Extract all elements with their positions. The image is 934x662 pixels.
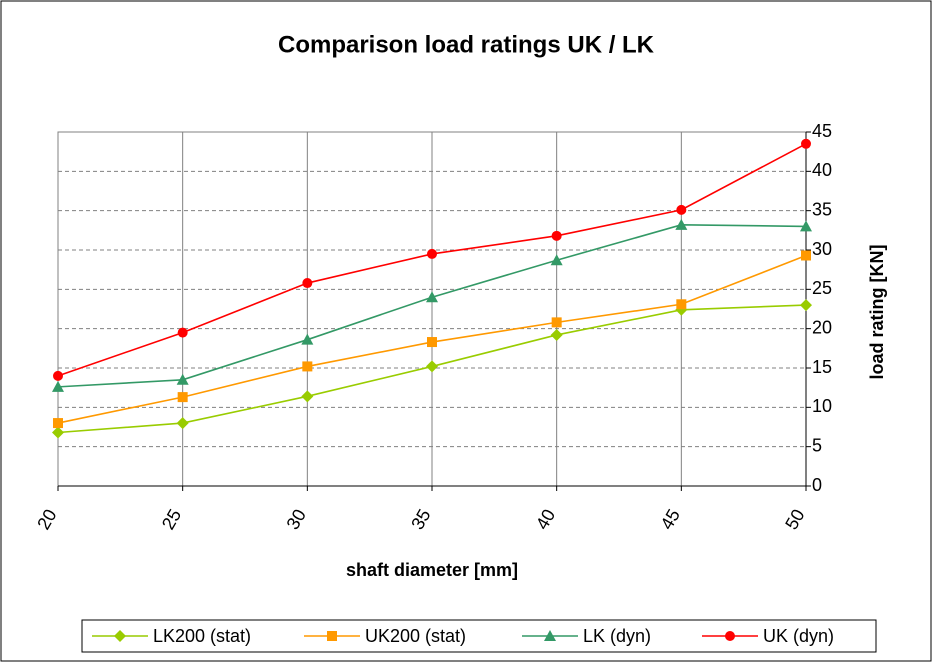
marker — [725, 631, 735, 641]
marker — [53, 418, 63, 428]
marker — [676, 299, 686, 309]
chart-title: Comparison load ratings UK / LK — [278, 31, 655, 58]
y-tick-label: 0 — [812, 475, 822, 495]
x-axis-label: shaft diameter [mm] — [346, 560, 518, 580]
y-tick-label: 35 — [812, 199, 832, 219]
marker — [552, 231, 562, 241]
marker — [178, 392, 188, 402]
marker — [327, 631, 337, 641]
y-tick-label: 40 — [812, 160, 832, 180]
y-tick-label: 10 — [812, 396, 832, 416]
legend-label: LK200 (stat) — [153, 626, 251, 646]
marker — [676, 205, 686, 215]
marker — [427, 249, 437, 259]
marker — [427, 337, 437, 347]
y-axis-label: load rating [KN] — [867, 245, 887, 380]
marker — [53, 371, 63, 381]
marker — [552, 317, 562, 327]
legend-label: UK200 (stat) — [365, 626, 466, 646]
marker — [801, 251, 811, 261]
y-tick-label: 20 — [812, 317, 832, 337]
marker — [302, 278, 312, 288]
y-tick-label: 45 — [812, 121, 832, 141]
marker — [178, 328, 188, 338]
legend-label: UK (dyn) — [763, 626, 834, 646]
chart: Comparison load ratings UK / LK shaft di… — [0, 0, 934, 662]
y-tick-label: 15 — [812, 357, 832, 377]
y-tick-label: 25 — [812, 278, 832, 298]
marker — [302, 361, 312, 371]
y-tick-label: 5 — [812, 435, 822, 455]
marker — [801, 139, 811, 149]
y-tick-label: 30 — [812, 239, 832, 259]
legend-label: LK (dyn) — [583, 626, 651, 646]
